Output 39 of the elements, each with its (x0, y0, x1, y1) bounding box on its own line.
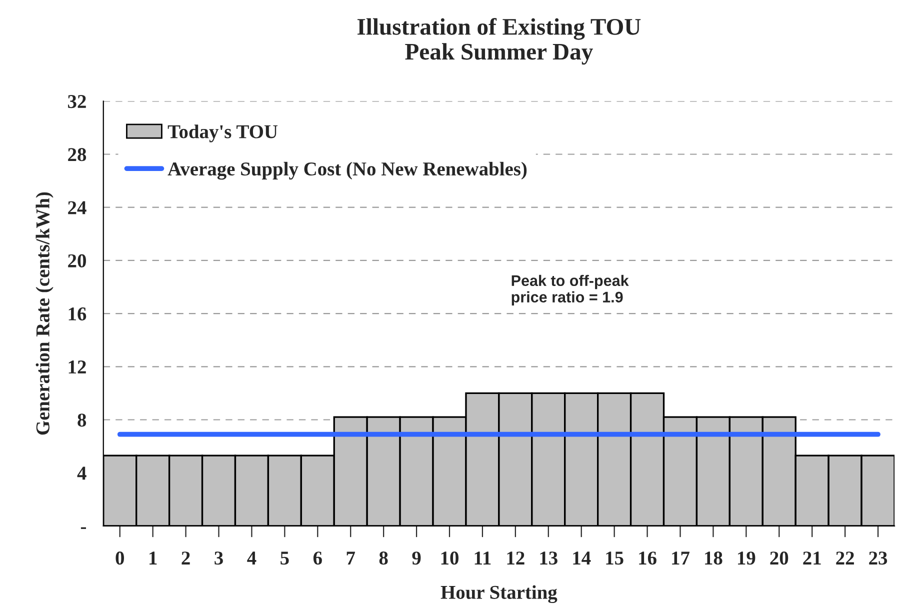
y-tick-label: 12 (68, 360, 86, 374)
x-tick-label: 5 (280, 552, 289, 565)
x-tick-label: 22 (836, 552, 854, 564)
x-tick-label: 10 (441, 552, 458, 565)
y-tick-label: 24 (68, 201, 86, 214)
x-tick-label: 15 (606, 552, 624, 565)
y-tick-label: 20 (68, 254, 86, 268)
x-tick-label: 7 (346, 552, 355, 564)
y-axis-title: Generation Rate (cents/kWh) (36, 192, 54, 435)
y-tick-label: 32 (68, 95, 86, 108)
x-tick-label: 16 (639, 552, 656, 565)
x-tick-label: 14 (573, 552, 591, 564)
x-tick-label: 8 (379, 552, 388, 565)
x-tick-label: 11 (474, 552, 491, 564)
x-tick-label: 4 (247, 552, 256, 564)
x-axis-title: Hour Starting (440, 585, 558, 604)
chart-title: Illustration of Existing TOU Peak Summer Day (357, 18, 641, 65)
y-tick-label: - (80, 527, 86, 529)
x-tick-label: 19 (738, 552, 756, 565)
y-tick-label: 4 (77, 466, 86, 480)
x-tick-label: 13 (540, 552, 558, 565)
y-tick-label: 28 (68, 148, 86, 162)
x-tick-label: 18 (705, 552, 722, 565)
x-tick-label: 6 (313, 552, 322, 565)
legend-label: Average Supply Cost (No New Renewables) (168, 162, 527, 180)
x-tick-label: 20 (770, 552, 788, 565)
x-tick-label: 21 (803, 552, 821, 564)
y-tick-label: 8 (78, 414, 86, 427)
x-tick-label: 0 (116, 552, 124, 565)
x-tick-label: 23 (869, 552, 888, 565)
x-tick-label: 17 (672, 552, 690, 564)
x-tick-label: 3 (214, 552, 223, 565)
x-tick-label: 12 (507, 552, 524, 564)
legend-label: Today's TOU (168, 124, 278, 142)
annotation: Peak to off-peak price ratio = 1.9 (512, 274, 629, 306)
x-tick-label: 2 (182, 552, 190, 564)
y-tick-label: 16 (68, 307, 86, 320)
x-tick-label: 1 (150, 552, 157, 564)
x-tick-label: 9 (412, 552, 421, 565)
